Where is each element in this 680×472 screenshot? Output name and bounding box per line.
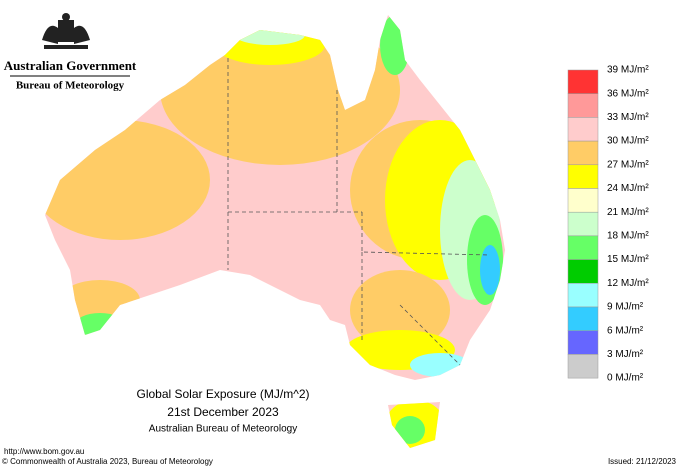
legend-swatch — [567, 188, 599, 213]
legend-label: 27 MJ/m² — [607, 159, 649, 170]
agency: Bureau of Meteorology — [16, 80, 125, 92]
legend-swatch — [567, 283, 599, 308]
legend-label: 36 MJ/m² — [607, 88, 649, 99]
issued: Issued: 21/12/2023 — [608, 457, 677, 466]
legend-label: 33 MJ/m² — [607, 112, 649, 123]
legend-swatch — [567, 117, 599, 142]
legend-label: 15 MJ/m² — [607, 254, 649, 265]
legend-swatch — [567, 259, 599, 284]
legend-swatch — [567, 306, 599, 331]
legend-label: 24 MJ/m² — [607, 183, 649, 194]
state-borders — [227, 58, 491, 366]
url: http://www.bom.gov.au — [4, 447, 84, 456]
map-date: 21st December 2023 — [167, 405, 279, 419]
legend-swatch — [567, 235, 599, 260]
legend-swatch — [567, 93, 599, 118]
legend-swatch — [567, 140, 599, 166]
legend-swatch — [567, 354, 599, 379]
legend-swatch — [567, 211, 599, 237]
legend-label: 18 MJ/m² — [607, 231, 649, 242]
legend-swatch — [567, 164, 599, 189]
map-title: Global Solar Exposure (MJ/m^2) — [136, 387, 309, 401]
legend-label: 30 MJ/m² — [607, 136, 649, 147]
legend-label: 21 MJ/m² — [607, 207, 649, 218]
legend-label: 6 MJ/m² — [607, 325, 644, 336]
legend-label: 9 MJ/m² — [607, 302, 644, 313]
legend-label: 12 MJ/m² — [607, 278, 649, 289]
legend-swatch — [567, 69, 599, 94]
legend-label: 3 MJ/m² — [607, 349, 644, 360]
legend: 39 MJ/m² 36 MJ/m² 33 MJ/m² 30 MJ/m² 27 MJ/m²… — [567, 65, 649, 384]
legend-swatch — [567, 330, 599, 355]
copyright: © Commonwealth of Australia 2023, Bureau… — [2, 457, 213, 466]
coat-of-arms — [42, 13, 90, 49]
map-source: Australian Bureau of Meteorology — [149, 424, 297, 435]
legend-label: 39 MJ/m² — [607, 65, 649, 76]
legend-label: 0 MJ/m² — [607, 373, 644, 384]
government: Australian Government — [4, 58, 137, 73]
